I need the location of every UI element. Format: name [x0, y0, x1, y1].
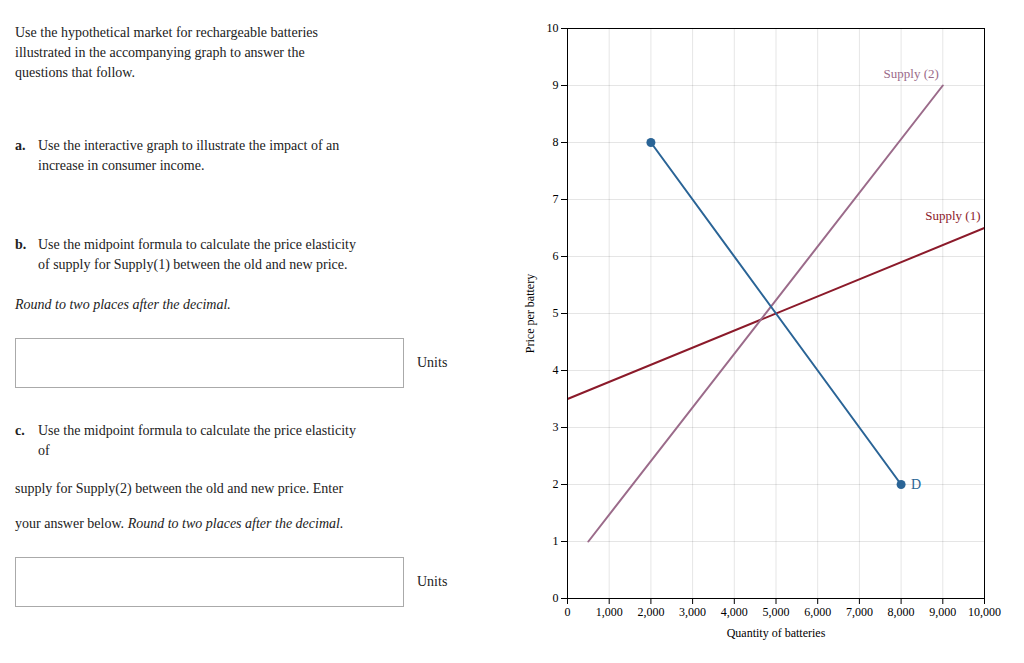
html-text:Units: Units: [417, 355, 448, 370]
svg-text:Supply (1): Supply (1): [925, 208, 980, 223]
svg-text:4,000: 4,000: [721, 605, 748, 619]
html-text:Round to two places after the: Round to two places after the decimal.: [15, 297, 231, 312]
svg-text:2: 2: [553, 477, 559, 491]
html-text:your answer below. Round to tw: your answer below. Round to two places a…: [15, 516, 344, 531]
html-text:Use the midpoint formula to ca: Use the midpoint formula to calculate th…: [38, 237, 356, 272]
html-text:Units: Units: [417, 574, 448, 589]
html-text:Use the interactive graph to i: Use the interactive graph to illustrate …: [38, 138, 340, 173]
svg-text:6: 6: [553, 249, 559, 263]
svg-text:8,000: 8,000: [888, 605, 915, 619]
svg-text:0: 0: [565, 605, 571, 619]
svg-text:1,000: 1,000: [596, 605, 623, 619]
html-text:c.: c.: [15, 423, 25, 438]
svg-text:5,000: 5,000: [763, 605, 790, 619]
svg-text:Supply (2): Supply (2): [884, 66, 939, 81]
svg-text:Quantity of batteries: Quantity of batteries: [727, 626, 826, 640]
svg-text:7: 7: [553, 192, 559, 206]
svg-text:2,000: 2,000: [637, 605, 664, 619]
svg-text:9,000: 9,000: [929, 605, 956, 619]
svg-text:3: 3: [553, 420, 559, 434]
svg-text:8: 8: [553, 135, 559, 149]
html-text:supply for Supply(2) between t: supply for Supply(2) between the old and…: [15, 481, 344, 496]
svg-text:0: 0: [553, 591, 559, 605]
svg-text:7,000: 7,000: [846, 605, 873, 619]
html-text:Use the hypothetical market fo: Use the hypothetical market for recharge…: [15, 25, 318, 80]
html-text:a.: a.: [15, 138, 26, 153]
svg-text:3,000: 3,000: [679, 605, 706, 619]
svg-text:9: 9: [553, 78, 559, 92]
svg-text:4: 4: [553, 363, 559, 377]
svg-text:10: 10: [547, 21, 559, 35]
svg-text:6,000: 6,000: [804, 605, 831, 619]
html-text:b.: b.: [15, 237, 27, 252]
svg-text:10,000: 10,000: [968, 605, 1001, 619]
svg-text:5: 5: [553, 306, 559, 320]
svg-text:1: 1: [553, 534, 559, 548]
svg-text:Price per battery: Price per battery: [523, 274, 537, 353]
html-text:Use the midpoint formula to ca: Use the midpoint formula to calculate th…: [38, 423, 356, 458]
svg-text:D: D: [911, 477, 921, 492]
